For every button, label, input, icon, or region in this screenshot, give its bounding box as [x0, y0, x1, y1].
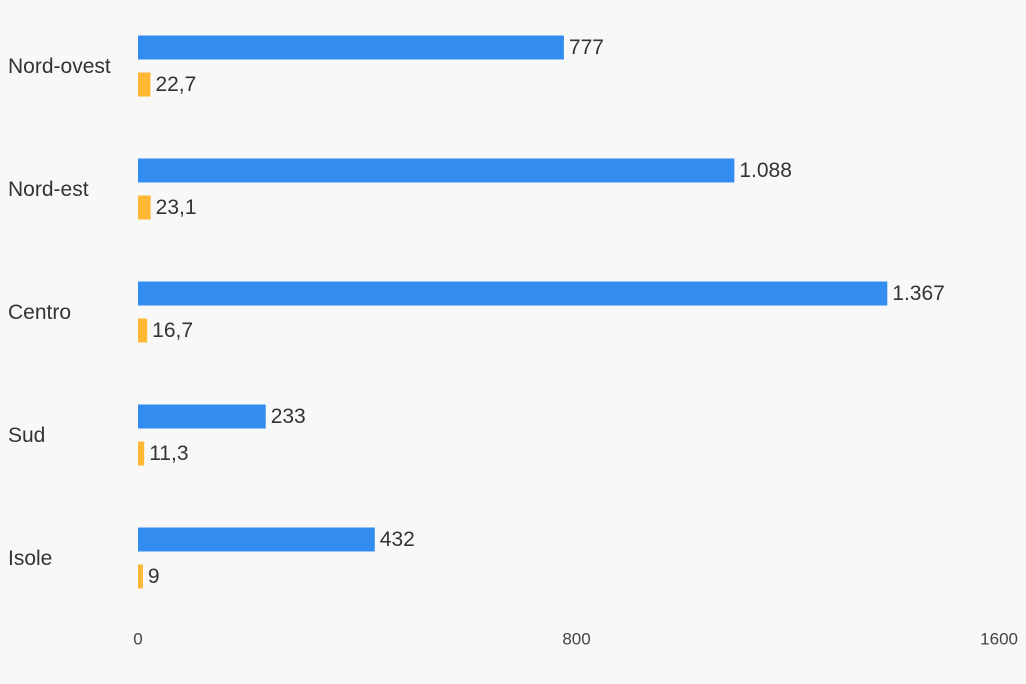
x-tick-label: 800 [562, 629, 590, 648]
y-tick-label: Nord-est [8, 178, 89, 201]
bar [138, 318, 148, 343]
value-label: 9 [148, 565, 160, 588]
bar [138, 72, 151, 97]
bar [138, 404, 266, 429]
y-tick-label: Sud [8, 424, 45, 447]
value-label: 1.088 [739, 159, 792, 182]
x-tick-label: 0 [133, 629, 142, 648]
bar [138, 527, 375, 552]
bar [138, 564, 143, 589]
value-label: 16,7 [152, 319, 193, 342]
bar [138, 281, 888, 306]
bar [138, 158, 735, 183]
value-label: 777 [569, 36, 604, 59]
value-label: 11,3 [149, 442, 188, 465]
value-label: 23,1 [156, 196, 197, 219]
y-tick-label: Nord-ovest [8, 55, 111, 78]
y-tick-label: Isole [8, 547, 52, 570]
x-tick-label: 1600 [980, 629, 1018, 648]
value-label: 1.367 [892, 282, 945, 305]
bar [138, 35, 564, 60]
value-label: 22,7 [155, 73, 196, 96]
value-label: 432 [380, 528, 415, 551]
value-label: 233 [271, 405, 306, 428]
bar [138, 195, 151, 220]
y-tick-label: Centro [8, 301, 71, 324]
bar [138, 441, 145, 466]
